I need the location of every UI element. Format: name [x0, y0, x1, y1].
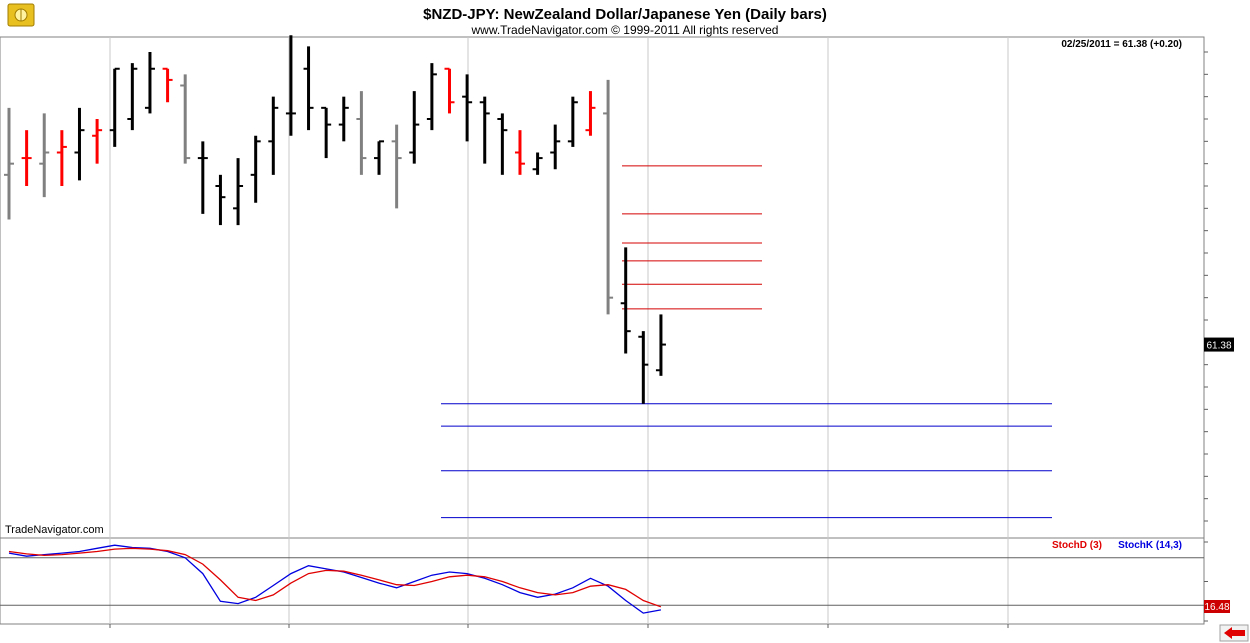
ohlc-bar — [638, 331, 649, 404]
stoch-d-label: StochD (3) — [1052, 540, 1102, 551]
trade-navigator-logo-icon[interactable] — [7, 3, 35, 27]
ohlc-bar — [479, 96, 490, 164]
ohlc-bar — [74, 107, 85, 181]
svg-text:16.48: 16.48 — [1204, 602, 1229, 613]
ohlc-bar — [462, 74, 473, 142]
last-price-readout: 02/25/2011 = 61.38 (+0.20) — [1061, 39, 1182, 50]
ohlc-bar — [620, 247, 631, 354]
ohlc-bar — [356, 91, 367, 175]
ohlc-bar — [233, 158, 244, 226]
ohlc-bar — [197, 141, 208, 214]
ohlc-bar — [391, 124, 402, 209]
ohlc-bar — [109, 67, 120, 147]
ohlc-bar — [39, 113, 50, 198]
chart-subtitle: www.TradeNavigator.com © 1999-2011 All r… — [471, 23, 779, 37]
ohlc-bar — [497, 113, 508, 175]
stoch-panel-frame — [0, 537, 1205, 625]
ohlc-bar — [92, 119, 103, 164]
svg-text:61.38: 61.38 — [1206, 341, 1231, 352]
ohlc-bar — [532, 152, 543, 175]
ohlc-bar — [127, 63, 138, 131]
ohlc-bar — [21, 130, 32, 186]
ohlc-bar — [250, 135, 261, 203]
ohlc-bar — [426, 63, 437, 131]
ohlc-bar — [550, 124, 561, 170]
ohlc-bar — [603, 79, 614, 315]
red-left-arrow-icon[interactable] — [1219, 624, 1249, 642]
ohlc-bar — [514, 130, 525, 175]
ohlc-bar — [585, 91, 596, 136]
ohlc-bar — [215, 174, 226, 226]
ohlc-bar — [567, 96, 578, 147]
ohlc-bar — [303, 46, 314, 131]
ohlc-bar — [338, 96, 349, 142]
ohlc-bar — [268, 96, 279, 175]
ohlc-bar — [180, 74, 191, 164]
chart-title: $NZD-JPY: NewZealand Dollar/Japanese Yen… — [423, 6, 827, 23]
ohlc-bar — [162, 67, 173, 103]
watermark-text: TradeNavigator.com — [5, 524, 104, 536]
last-price-tag: 61.38 — [1204, 337, 1234, 352]
ohlc-bar — [374, 140, 385, 175]
ohlc-bar — [655, 314, 666, 376]
price-panel-frame — [0, 36, 1205, 539]
ohlc-bar — [285, 35, 296, 136]
ohlc-bar — [409, 91, 420, 164]
ohlc-bar — [144, 52, 155, 114]
ohlc-bar — [321, 106, 332, 159]
ohlc-bar — [444, 67, 455, 114]
stoch-d-line — [8, 547, 662, 608]
ohlc-bar — [56, 130, 67, 186]
stoch-last-tag: 16.48 — [1204, 600, 1230, 613]
stoch-k-label: StochK (14,3) — [1118, 540, 1182, 551]
ohlc-bar — [4, 107, 14, 220]
